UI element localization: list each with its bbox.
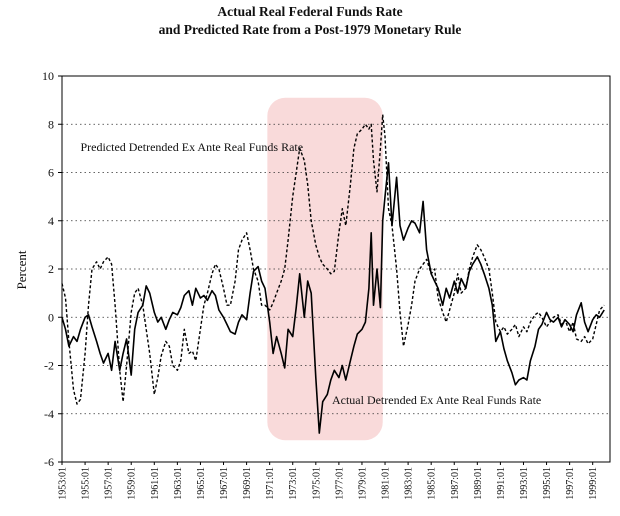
x-tick-label: 1991:01 bbox=[496, 467, 507, 500]
x-tick-label: 1957:01 bbox=[104, 467, 115, 500]
x-tick-label: 1973:01 bbox=[288, 467, 299, 500]
plot-frame bbox=[61, 75, 611, 463]
x-tick-label: 1955:01 bbox=[81, 467, 92, 500]
y-tick-label: 0 bbox=[48, 310, 54, 324]
x-tick-label: 1959:01 bbox=[127, 467, 138, 500]
x-tick-label: 1979:01 bbox=[357, 467, 368, 500]
x-tick-label: 1993:01 bbox=[519, 467, 530, 500]
series-lines bbox=[61, 113, 605, 434]
x-tick-label: 1999:01 bbox=[588, 467, 599, 500]
x-tick-label: 1965:01 bbox=[196, 467, 207, 500]
x-tick-label: 1975:01 bbox=[311, 467, 322, 500]
x-tick-label: 1961:01 bbox=[150, 467, 161, 500]
y-tick-label: 8 bbox=[48, 117, 54, 131]
actual-rate-line bbox=[61, 162, 605, 434]
x-axis-ticks: 1953:01 1955:01 1957:01 1959:01 1961:01 1963:… bbox=[58, 462, 599, 500]
y-tick-label: 2 bbox=[48, 262, 54, 276]
x-tick-label: 1995:01 bbox=[542, 467, 553, 500]
x-tick-label: 1989:01 bbox=[473, 467, 484, 500]
x-tick-label: 1953:01 bbox=[58, 467, 69, 500]
series-annotation: Actual Detrended Ex Ante Real Funds Rate bbox=[332, 393, 541, 407]
x-tick-label: 1981:01 bbox=[381, 467, 392, 500]
y-tick-label: -4 bbox=[44, 407, 54, 421]
chart-title: Actual Real Federal Funds Rate bbox=[217, 4, 402, 19]
y-tick-label: 10 bbox=[42, 69, 54, 83]
y-tick-label: -6 bbox=[44, 455, 54, 469]
series-annotation: Predicted Detrended Ex Ante Real Funds R… bbox=[80, 140, 303, 154]
x-tick-label: 1997:01 bbox=[565, 467, 576, 500]
x-tick-label: 1987:01 bbox=[450, 467, 461, 500]
y-axis-label: Percent bbox=[14, 250, 29, 289]
grid-lines bbox=[62, 123, 610, 415]
x-tick-label: 1969:01 bbox=[242, 467, 253, 500]
annotations: Predicted Detrended Ex Ante Real Funds R… bbox=[80, 140, 541, 407]
chart-subtitle: and Predicted Rate from a Post-1979 Mone… bbox=[159, 22, 462, 37]
x-tick-label: 1971:01 bbox=[265, 467, 276, 500]
x-tick-label: 1985:01 bbox=[427, 467, 438, 500]
y-tick-label: 4 bbox=[48, 214, 54, 228]
x-tick-label: 1963:01 bbox=[173, 467, 184, 500]
y-axis-ticks: -6 -4 -2 0 2 4 6 8 10 bbox=[42, 69, 62, 469]
y-tick-label: -2 bbox=[44, 359, 54, 373]
x-tick-label: 1983:01 bbox=[404, 467, 415, 500]
predicted-rate-line bbox=[61, 113, 605, 405]
y-tick-label: 6 bbox=[48, 166, 54, 180]
x-tick-label: 1967:01 bbox=[219, 467, 230, 500]
x-tick-label: 1977:01 bbox=[334, 467, 345, 500]
highlight-region bbox=[267, 97, 383, 441]
